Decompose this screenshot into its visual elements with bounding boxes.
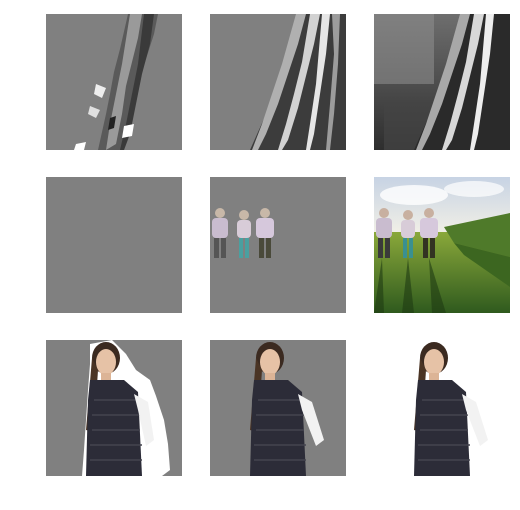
- field-refined-mask-image: [210, 177, 346, 313]
- woman-cutout-image: [374, 340, 510, 476]
- hair-original-photo-image: [374, 14, 510, 150]
- hair-original-photo-tile: [374, 14, 510, 150]
- field-original-photo-tile: [374, 177, 510, 313]
- hair-refined-mask-image: [210, 14, 346, 150]
- woman-cutout-tile: [374, 340, 510, 476]
- field-refined-mask-tile: [210, 177, 346, 313]
- woman-coarse-mask-tile: [46, 340, 182, 476]
- hair-coarse-mask-image: [46, 14, 182, 150]
- field-original-photo-image: [374, 177, 510, 313]
- field-empty-mask-image: [46, 177, 182, 313]
- woman-refined-mask-image: [210, 340, 346, 476]
- woman-refined-mask-tile: [210, 340, 346, 476]
- field-empty-mask-tile: [46, 177, 182, 313]
- hair-coarse-mask-tile: [46, 14, 182, 150]
- woman-coarse-mask-image: [46, 340, 182, 476]
- hair-refined-mask-tile: [210, 14, 346, 150]
